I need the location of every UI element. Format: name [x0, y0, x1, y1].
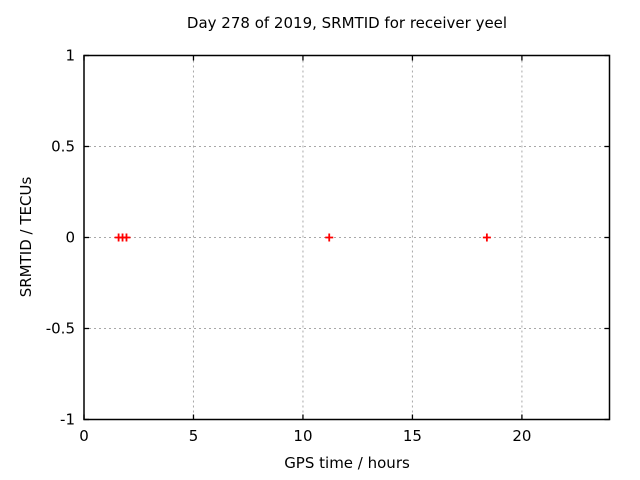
x-tick-label: 15 [403, 427, 422, 445]
x-axis-label: GPS time / hours [284, 454, 410, 472]
x-tick-label: 10 [293, 427, 312, 445]
chart-title: Day 278 of 2019, SRMTID for receiver yee… [186, 14, 508, 32]
data-point-marker [122, 233, 131, 242]
y-tick-label: 0 [65, 229, 75, 247]
x-tick-label: 5 [189, 427, 199, 445]
y-tick-label: -0.5 [46, 320, 75, 338]
y-tick-label: -1 [60, 411, 75, 429]
x-tick-label: 20 [512, 427, 531, 445]
data-point-marker [482, 233, 491, 242]
x-tick-label: 0 [79, 427, 89, 445]
data-point-marker [325, 233, 334, 242]
y-tick-label: 0.5 [51, 138, 75, 156]
y-tick-label: 1 [65, 47, 75, 65]
